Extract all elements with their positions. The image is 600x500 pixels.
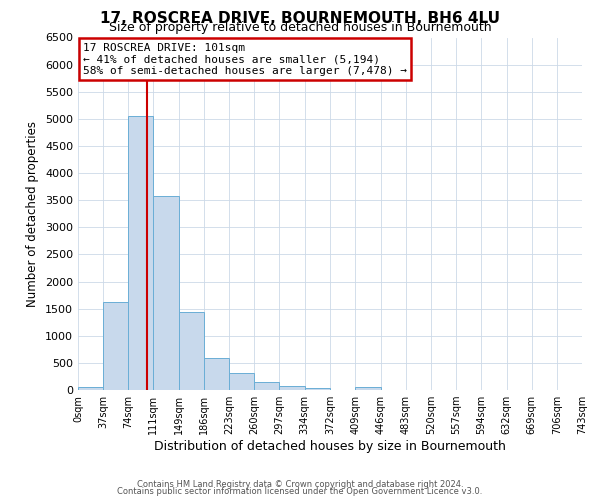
Text: Contains public sector information licensed under the Open Government Licence v3: Contains public sector information licen… xyxy=(118,487,482,496)
Text: Size of property relative to detached houses in Bournemouth: Size of property relative to detached ho… xyxy=(109,22,491,35)
X-axis label: Distribution of detached houses by size in Bournemouth: Distribution of detached houses by size … xyxy=(154,440,506,453)
Y-axis label: Number of detached properties: Number of detached properties xyxy=(26,120,40,306)
Text: 17, ROSCREA DRIVE, BOURNEMOUTH, BH6 4LU: 17, ROSCREA DRIVE, BOURNEMOUTH, BH6 4LU xyxy=(100,11,500,26)
Bar xyxy=(128,116,153,390)
Bar xyxy=(153,196,179,390)
Bar xyxy=(78,386,103,390)
Bar xyxy=(179,312,204,390)
Bar xyxy=(229,373,254,390)
Text: 17 ROSCREA DRIVE: 101sqm
← 41% of detached houses are smaller (5,194)
58% of sem: 17 ROSCREA DRIVE: 101sqm ← 41% of detach… xyxy=(83,43,407,76)
Bar xyxy=(254,382,280,390)
Bar xyxy=(280,386,305,390)
Bar xyxy=(103,302,128,390)
Text: Contains HM Land Registry data © Crown copyright and database right 2024.: Contains HM Land Registry data © Crown c… xyxy=(137,480,463,489)
Bar xyxy=(204,358,229,390)
Bar xyxy=(355,386,380,390)
Bar xyxy=(305,388,331,390)
